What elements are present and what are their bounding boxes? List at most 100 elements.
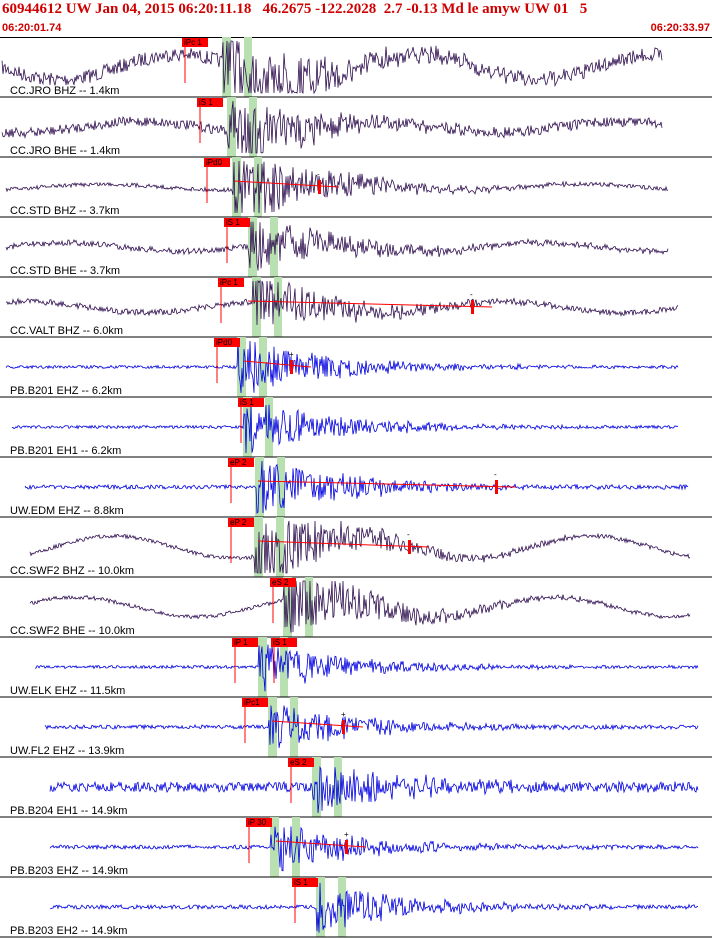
pick-label: iPc 1 <box>220 278 238 287</box>
pick-flag <box>270 578 296 587</box>
pick-label: iS 1 <box>226 218 240 227</box>
waveform-trace <box>49 882 699 933</box>
pick-label: iPd0 <box>206 158 223 167</box>
coda-line <box>233 180 340 188</box>
pick-window <box>244 37 252 97</box>
pick-window <box>276 517 284 577</box>
station-label: CC.JRO BHE -- 1.4km <box>10 145 120 157</box>
pick-flag <box>246 818 272 827</box>
pick-flag <box>182 38 208 47</box>
coda-line <box>275 840 367 848</box>
station-label: UW.ELK EHZ -- 11.5km <box>10 685 125 697</box>
station-label: PB.B201 EH1 -- 6.2km <box>10 445 121 457</box>
station-label: PB.B203 EH2 -- 14.9km <box>10 925 127 937</box>
pick-window <box>265 397 273 457</box>
duration-marker <box>290 360 293 374</box>
header-bar: 60944612 UW Jan 04, 2015 06:20:11.18 46.… <box>0 0 712 38</box>
coda-line <box>247 300 493 308</box>
station-label: PB.B204 EH1 -- 14.9km <box>10 805 127 817</box>
station-label: CC.SWF2 BHZ -- 10.0km <box>10 565 134 577</box>
duration-sign: - <box>317 170 320 179</box>
pick-label: eP 2 <box>230 458 247 467</box>
waveform-trace <box>34 644 699 692</box>
pick-flag <box>218 278 244 287</box>
station-label: CC.VALT BHZ -- 6.0km <box>10 325 123 337</box>
pick-flag <box>197 98 223 107</box>
pick-window <box>222 37 231 97</box>
seismogram-panel: iPc 1 CC.JRO BHZ -- 1.4km iS 1 CC.JRO BHE -… <box>0 37 712 938</box>
duration-marker <box>318 180 321 194</box>
pick-window <box>243 397 252 457</box>
pick-label: iPc1 <box>244 698 260 707</box>
pick-flag <box>271 638 297 647</box>
pick-label: iS 1 <box>240 398 254 407</box>
pick-window <box>277 457 285 517</box>
waveform-trace <box>5 160 669 214</box>
pick-flag <box>228 458 254 467</box>
pick-window <box>338 877 346 937</box>
station-label: CC.STD BHE -- 3.7km <box>10 265 120 277</box>
waveform-trace <box>49 826 699 872</box>
duration-sign: + <box>289 350 294 359</box>
waveform-trace <box>11 404 679 454</box>
station-label: UW.EDM EHZ -- 8.8km <box>10 505 124 517</box>
pick-label: iS 1 <box>294 878 308 887</box>
pick-flag <box>288 758 314 767</box>
pick-flag <box>204 158 230 167</box>
pick-window <box>312 757 321 817</box>
duration-marker <box>495 480 498 494</box>
pick-label: eS 2 <box>290 758 307 767</box>
pick-flag <box>224 218 250 227</box>
waveform-trace <box>29 580 691 633</box>
pick-label: eP 2 <box>230 518 247 527</box>
event-title: 60944612 UW Jan 04, 2015 06:20:11.18 46.… <box>2 1 588 17</box>
station-label: CC.SWF2 BHE -- 10.0km <box>10 625 135 637</box>
pick-flag <box>242 698 268 707</box>
station-label: PB.B203 EHZ -- 14.9km <box>10 865 128 877</box>
pick-window <box>237 337 246 397</box>
pick-flag <box>228 518 254 527</box>
waveform-trace <box>5 340 679 394</box>
duration-marker <box>471 300 474 314</box>
coda-line <box>271 720 364 728</box>
waveform-trace <box>5 221 669 271</box>
waveform-trace <box>44 705 699 748</box>
waveform-trace <box>5 279 679 326</box>
station-label: PB.B201 EHZ -- 6.2km <box>10 385 122 397</box>
pick-label: iP 1 <box>234 638 248 647</box>
pick-label: iS 1 <box>273 638 287 647</box>
duration-sign: - <box>407 530 410 539</box>
pick-flag <box>214 338 240 347</box>
pick-flag <box>232 638 258 647</box>
duration-sign: + <box>344 830 349 839</box>
duration-sign: - <box>494 470 497 479</box>
pick-window <box>283 577 292 637</box>
coda-line <box>243 360 312 368</box>
pick-window <box>232 157 241 217</box>
coda-line <box>257 480 517 488</box>
waveform-trace <box>1 40 663 95</box>
pick-flag <box>292 878 318 887</box>
coda-line <box>257 540 430 548</box>
station-label: CC.STD BHZ -- 3.7km <box>10 205 119 217</box>
pick-window <box>254 157 262 217</box>
end-time-label: 06:20:33.97 <box>650 22 710 34</box>
duration-marker <box>345 840 348 854</box>
duration-marker <box>408 540 411 554</box>
pick-label: iP 30 <box>248 818 267 827</box>
pick-label: iS 1 <box>199 98 213 107</box>
waveform-trace <box>49 765 699 813</box>
duration-sign: - <box>470 290 473 299</box>
start-time-label: 06:20:01.74 <box>2 22 62 34</box>
duration-marker <box>342 720 345 734</box>
station-label: CC.JRO BHZ -- 1.4km <box>10 85 119 97</box>
pick-window <box>270 217 278 277</box>
pick-window <box>274 277 282 337</box>
pick-window <box>259 337 267 397</box>
pick-window <box>280 637 288 697</box>
waveform-trace <box>29 520 691 574</box>
pick-label: iPd0 <box>216 338 233 347</box>
pick-label: eS 2 <box>272 578 289 587</box>
pick-flag <box>238 398 264 407</box>
pick-label: iPc 1 <box>184 38 202 47</box>
